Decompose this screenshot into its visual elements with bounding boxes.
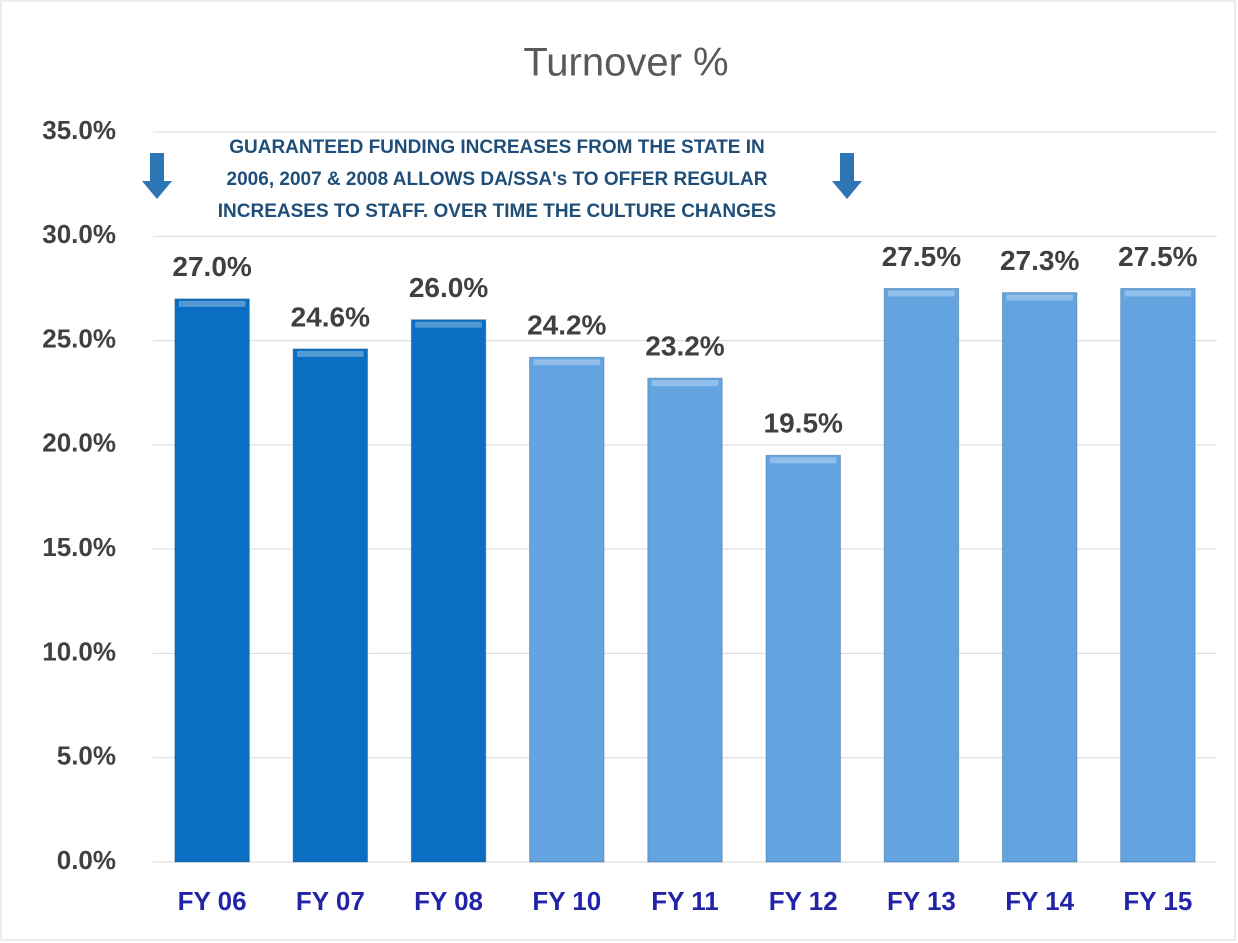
x-tick-label: FY 13 bbox=[887, 886, 956, 916]
value-label: 19.5% bbox=[764, 408, 843, 439]
x-tick-label: FY 12 bbox=[769, 886, 838, 916]
bar bbox=[647, 377, 723, 863]
x-tick-label: FY 07 bbox=[296, 886, 365, 916]
y-tick-label: 20.0% bbox=[42, 428, 116, 458]
value-label: 27.5% bbox=[882, 241, 961, 272]
chart-title: Turnover % bbox=[523, 41, 728, 85]
bar-highlight bbox=[533, 359, 601, 366]
annotation-line: INCREASES TO STAFF. OVER TIME THE CULTUR… bbox=[218, 201, 776, 222]
bar-highlight bbox=[1124, 290, 1192, 297]
arrow bbox=[832, 153, 862, 199]
annotation-arrows bbox=[142, 153, 862, 199]
bar bbox=[765, 454, 841, 863]
y-tick-label: 5.0% bbox=[57, 741, 116, 771]
bar bbox=[1120, 287, 1196, 863]
bar-highlight bbox=[651, 380, 719, 387]
bar bbox=[410, 319, 487, 863]
bar bbox=[292, 348, 369, 863]
y-tick-label: 0.0% bbox=[57, 845, 116, 875]
value-label: 24.6% bbox=[291, 301, 370, 332]
bar bbox=[1001, 292, 1078, 863]
value-label: 27.5% bbox=[1118, 241, 1197, 272]
bar-highlight bbox=[415, 321, 482, 328]
bar-highlight bbox=[888, 290, 955, 297]
y-tick-label: 15.0% bbox=[42, 532, 116, 562]
bar bbox=[883, 287, 960, 863]
y-tick-label: 30.0% bbox=[42, 219, 116, 249]
x-tick-label: FY 14 bbox=[1005, 886, 1074, 916]
bar bbox=[529, 356, 605, 863]
bar-highlight bbox=[297, 350, 364, 357]
x-tick-label: FY 10 bbox=[532, 886, 601, 916]
x-tick-label: FY 15 bbox=[1123, 886, 1192, 916]
x-tick-label: FY 06 bbox=[178, 886, 247, 916]
value-label: 27.0% bbox=[172, 251, 251, 282]
y-tick-label: 25.0% bbox=[42, 323, 116, 353]
value-label: 23.2% bbox=[645, 331, 724, 362]
y-tick-label: 10.0% bbox=[42, 636, 116, 666]
x-tick-label: FY 08 bbox=[414, 886, 483, 916]
x-tick-label: FY 11 bbox=[651, 886, 718, 916]
bar-highlight bbox=[178, 300, 246, 307]
annotation-line: 2006, 2007 & 2008 ALLOWS DA/SSA's TO OFF… bbox=[227, 169, 768, 190]
value-label: 26.0% bbox=[409, 272, 488, 303]
bar-highlight bbox=[1006, 294, 1073, 301]
value-label: 27.3% bbox=[1000, 245, 1079, 276]
bar-highlight bbox=[769, 457, 837, 464]
y-tick-label: 35.0% bbox=[42, 115, 116, 145]
arrow bbox=[142, 153, 172, 199]
bar bbox=[174, 298, 250, 863]
value-label: 24.2% bbox=[527, 310, 606, 341]
annotation-line: GUARANTEED FUNDING INCREASES FROM THE ST… bbox=[229, 137, 765, 158]
